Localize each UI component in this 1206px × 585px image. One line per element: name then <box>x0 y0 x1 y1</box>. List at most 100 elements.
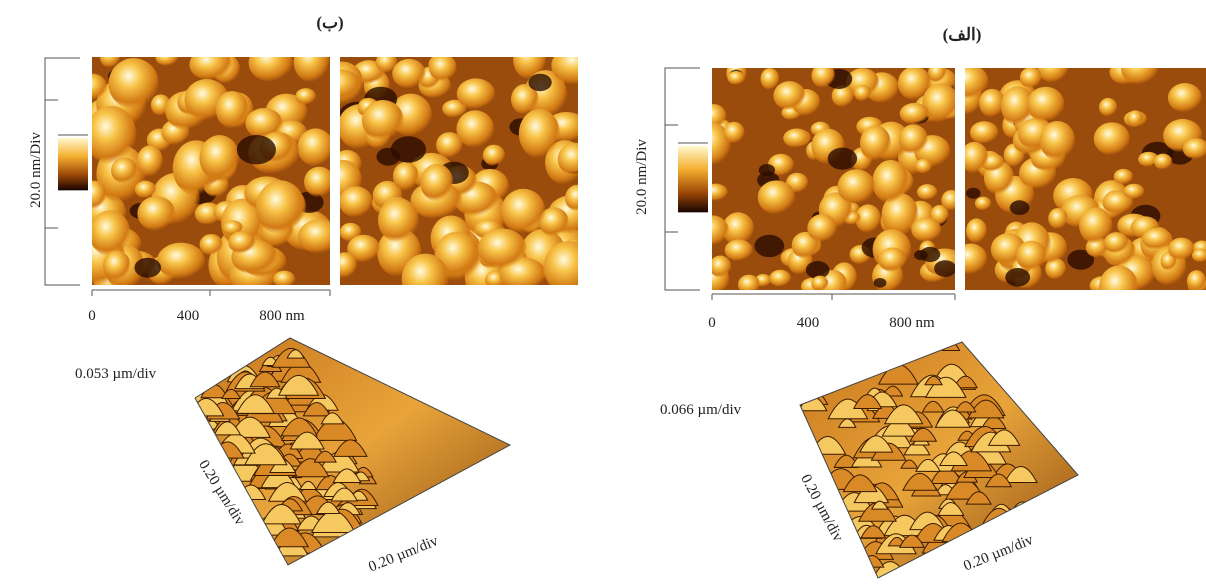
grain <box>199 233 223 256</box>
grain <box>340 186 373 218</box>
pit <box>528 73 552 92</box>
grain <box>102 250 131 281</box>
grain <box>969 121 999 144</box>
grain <box>478 228 527 270</box>
grain <box>377 198 419 243</box>
peak <box>987 429 1021 446</box>
grain <box>1016 240 1047 272</box>
grain <box>1127 110 1144 128</box>
grain <box>1142 227 1173 250</box>
peak <box>915 458 941 472</box>
grain <box>538 207 569 237</box>
peak <box>332 468 362 484</box>
pit <box>919 246 941 263</box>
grain <box>551 57 578 85</box>
color-bar <box>58 138 88 190</box>
grain <box>712 255 732 278</box>
x-axis <box>91 289 331 296</box>
surface-edge <box>799 341 1079 579</box>
grain <box>922 83 955 123</box>
peak <box>984 473 1013 488</box>
peak <box>902 472 938 491</box>
grain <box>565 184 578 212</box>
grain <box>845 68 880 98</box>
peak <box>286 349 305 359</box>
grain <box>915 158 933 174</box>
grain <box>518 109 560 159</box>
surface-edge <box>194 337 512 566</box>
peak <box>333 439 368 457</box>
grain <box>1104 232 1129 254</box>
grain <box>273 270 296 285</box>
grain <box>1191 248 1206 263</box>
grain <box>917 184 938 201</box>
grain <box>510 84 539 115</box>
grain <box>293 57 330 83</box>
peak <box>883 404 924 425</box>
color-bar <box>678 146 708 212</box>
grain <box>1026 86 1065 123</box>
grain <box>1182 138 1206 160</box>
grain <box>1000 86 1035 126</box>
peak <box>221 388 242 400</box>
grain <box>92 180 107 210</box>
pit <box>934 260 955 277</box>
peak <box>299 480 318 490</box>
peak <box>842 474 878 493</box>
grain <box>1102 191 1134 215</box>
pit <box>134 257 162 278</box>
peak <box>320 412 345 425</box>
z-scale-label: 0.066 µm/div <box>660 402 742 418</box>
grain <box>757 180 795 215</box>
grain <box>723 121 745 144</box>
peak <box>235 394 275 414</box>
peak <box>315 501 341 514</box>
scale-bracket <box>44 57 80 286</box>
grain <box>859 125 892 161</box>
grain <box>928 68 947 83</box>
grain <box>872 159 909 204</box>
pit <box>1005 268 1031 287</box>
peak <box>269 527 309 548</box>
pit <box>966 187 981 199</box>
grain <box>256 180 305 235</box>
peak <box>965 491 992 505</box>
x-tick-label: 800 nm <box>259 308 305 324</box>
peak <box>870 500 889 510</box>
pit <box>873 278 887 288</box>
grain <box>1098 265 1139 290</box>
afm-image <box>340 57 578 285</box>
grain <box>881 193 919 237</box>
grain <box>99 57 121 68</box>
peak <box>280 417 318 437</box>
peak <box>330 487 358 502</box>
grain <box>727 70 746 85</box>
grain <box>215 91 249 129</box>
peak <box>213 421 242 436</box>
peak <box>244 443 288 466</box>
peak <box>898 534 925 548</box>
grain <box>1138 151 1160 167</box>
pit <box>1067 249 1095 270</box>
peak <box>852 394 883 409</box>
grain <box>295 88 317 105</box>
grain <box>92 105 137 165</box>
peak <box>924 375 943 386</box>
grain <box>965 68 989 100</box>
grain <box>1123 183 1145 200</box>
grain <box>965 141 989 174</box>
grain <box>837 169 876 205</box>
grain <box>854 85 871 102</box>
x-tick-label: 0 <box>708 315 716 331</box>
x-tick-label: 400 <box>797 315 820 331</box>
grain <box>1048 207 1069 230</box>
grain <box>156 242 206 280</box>
peak <box>954 401 977 413</box>
afm-image <box>965 68 1206 290</box>
afm-3d-surface <box>800 342 1078 578</box>
grain <box>911 217 942 242</box>
pit <box>754 234 785 258</box>
peak <box>937 502 965 516</box>
grain <box>724 239 753 262</box>
grain <box>1186 270 1206 290</box>
